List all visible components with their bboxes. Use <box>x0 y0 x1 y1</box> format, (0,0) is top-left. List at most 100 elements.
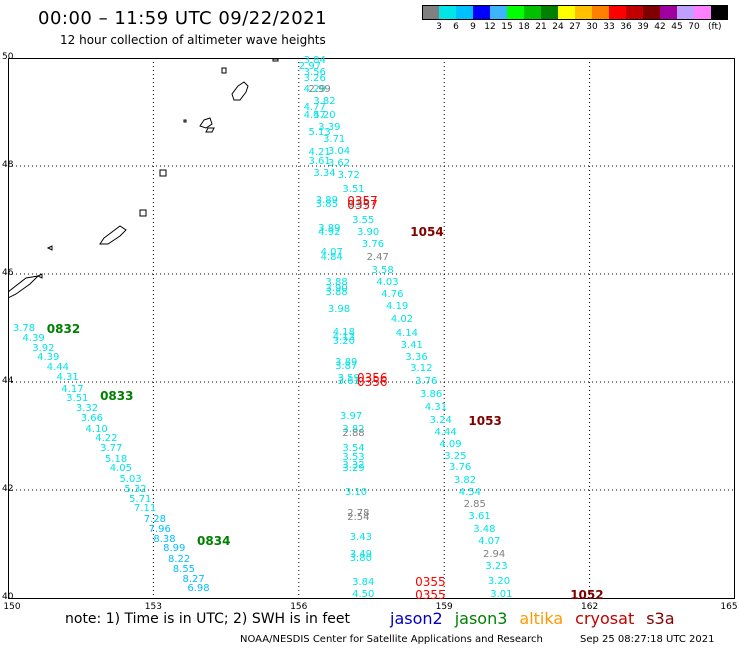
island-4 <box>205 127 215 133</box>
wave-height-value: 3.80 <box>349 553 372 565</box>
color-swatch <box>558 5 575 20</box>
page-subtitle: 12 hour collection of altimeter wave hei… <box>60 33 326 47</box>
wave-height-value: 3.90 <box>356 226 380 238</box>
legend-jason2: jason2 <box>390 609 443 628</box>
wave-height-value: 4.54 <box>458 487 481 499</box>
footer-note: note: 1) Time is in UTC; 2) SWH is in fe… <box>65 611 351 627</box>
wave-height-value: 6.98 <box>187 583 210 595</box>
color-swatch <box>677 5 694 20</box>
wave-height-value: 3.39 <box>318 122 341 134</box>
wave-height-value: 3.76 <box>361 238 385 250</box>
legend-jason3: jason3 <box>454 609 508 628</box>
legend-altika: altika <box>519 609 564 628</box>
island-11 <box>8 275 40 299</box>
wave-height-value: 3.55 <box>352 215 375 227</box>
wave-height-value: 4.22 <box>95 433 118 445</box>
wave-height-value: 8.27 <box>182 573 205 585</box>
wave-height-value: 3.61 <box>468 511 491 522</box>
wave-height-value: 8.55 <box>172 563 196 575</box>
color-scale-label: 21 <box>535 22 547 32</box>
color-scale-label: 42 <box>654 22 666 32</box>
island-8 <box>99 225 127 245</box>
color-scale-label: 33 <box>603 22 615 32</box>
color-scale-label: 24 <box>552 22 564 32</box>
wave-height-value: 3.32 <box>342 460 365 472</box>
wave-height-value: 3.90 <box>325 283 348 295</box>
footer-credit: NOAA/NESDIS Center for Satellite Applica… <box>240 634 543 645</box>
pass-time-label: 0357 <box>347 197 378 212</box>
wave-height-value: 3.01 <box>490 588 513 600</box>
map-grid <box>8 58 735 598</box>
color-swatch <box>507 5 524 20</box>
pass-time-label: 0356 <box>356 370 388 385</box>
pass-time-label: 0357 <box>347 193 378 208</box>
color-scale-label: 30 <box>586 22 598 32</box>
coastline <box>8 58 279 299</box>
wave-height-value: 3.29 <box>342 463 365 475</box>
color-swatch <box>422 5 439 20</box>
wave-height-value: 2.54 <box>347 512 370 524</box>
wave-height-value: 3.12 <box>410 363 433 375</box>
wave-height-value: 3.53 <box>342 451 365 463</box>
pass-time-label: 0832 <box>46 322 81 337</box>
wave-height-value: 4.29 <box>303 84 326 96</box>
wave-height-value: 4.44 <box>434 426 457 438</box>
lat-tick-label: 48 <box>2 160 14 170</box>
wave-height-value: 2.78 <box>347 507 370 519</box>
color-swatch <box>456 5 473 20</box>
pass-time-label: 1054 <box>410 224 444 239</box>
wave-height-value: 7.96 <box>148 523 171 535</box>
lon-tick-label: 153 <box>144 602 162 612</box>
wave-height-value: 4.50 <box>352 588 375 600</box>
wave-height-value: 3.49 <box>349 548 372 560</box>
wave-height-value: 4.21 <box>308 147 331 159</box>
wave-height-value: 3.26 <box>303 72 326 84</box>
color-swatch <box>473 5 490 20</box>
wave-height-value: 3.61 <box>337 376 360 387</box>
color-swatch <box>609 5 626 20</box>
color-scale-label: 39 <box>637 22 649 32</box>
wave-height-value: 4.31 <box>56 371 79 383</box>
color-swatch <box>643 5 660 20</box>
wave-height-value: 2.97 <box>298 60 322 72</box>
wave-height-value: 3.97 <box>339 410 363 422</box>
color-scale-bar <box>422 5 728 20</box>
wave-height-value: 4.76 <box>381 288 404 300</box>
wave-height-value: 4.17 <box>61 383 84 395</box>
wave-height-value: 3.34 <box>313 167 336 179</box>
wave-height-value: 2.99 <box>308 84 331 96</box>
color-swatch <box>490 5 507 20</box>
color-scale-outline <box>422 5 728 20</box>
color-swatch <box>660 5 677 20</box>
color-swatch <box>592 5 609 20</box>
color-swatch <box>711 5 728 20</box>
wave-height-value: 4.19 <box>386 301 409 313</box>
wave-height-value: 7.28 <box>143 514 166 526</box>
wave-height-value: 3.78 <box>12 323 36 335</box>
color-scale-label: 12 <box>484 22 496 32</box>
color-swatch <box>626 5 643 20</box>
wave-height-value: 3.58 <box>371 264 394 276</box>
wave-height-value: 3.71 <box>323 134 346 146</box>
lon-tick-label: 165 <box>720 602 738 612</box>
island-9 <box>46 245 53 251</box>
wave-height-value: 5.18 <box>104 453 128 465</box>
island-5 <box>183 119 187 123</box>
wave-height-value: 3.82 <box>313 96 336 108</box>
wave-height-value: 3.92 <box>32 342 55 354</box>
wave-height-value: 3.25 <box>444 450 467 462</box>
pass-time-label: 1053 <box>468 413 502 428</box>
wave-height-value: 3.89 <box>315 194 339 206</box>
color-scale-label: 45 <box>671 22 683 32</box>
wave-height-value: 3.82 <box>453 475 477 487</box>
wave-height-value: 4.77 <box>303 101 326 113</box>
wave-height-value: 3.76 <box>449 462 472 474</box>
color-scale-label: 9 <box>470 22 476 32</box>
map-frame <box>8 58 735 599</box>
lon-tick-label: 159 <box>435 602 453 612</box>
wave-height-value: 3.84 <box>352 576 375 588</box>
color-scale-label: 15 <box>501 22 513 32</box>
wave-height-value: 3.20 <box>487 575 511 587</box>
wave-height-value: 8.99 <box>163 543 186 555</box>
color-swatch <box>541 5 558 20</box>
